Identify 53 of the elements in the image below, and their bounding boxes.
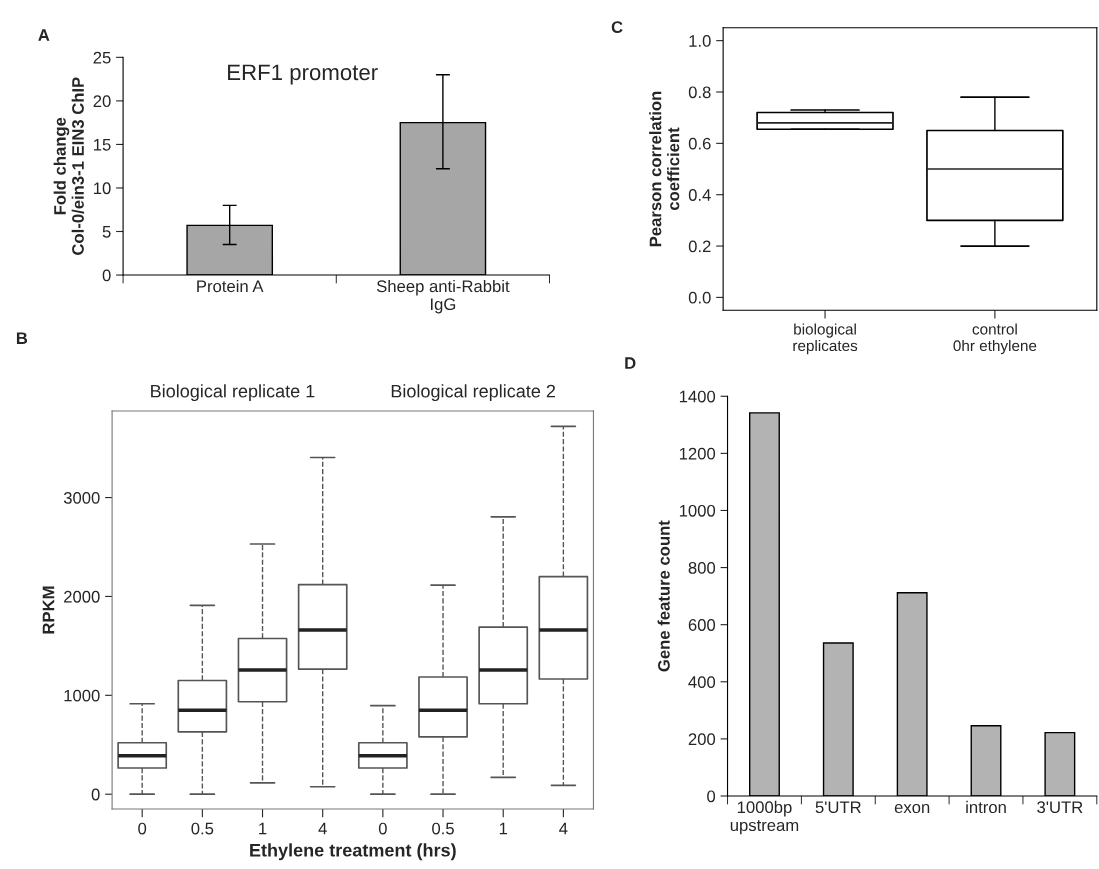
y-axis-title: Fold change Col-0/ein3-1 EIN3 ChIP [53,77,85,255]
x-tick-label: 1 [259,822,267,835]
x-tick-label: intron [966,800,1006,814]
y-tick-label: 3000 [63,491,100,504]
x-tick-label: 3'UTR [1037,801,1083,814]
x-tick-label: 0 [378,822,387,835]
y-tick-label: 1.0 [689,35,711,47]
text: A [38,29,50,41]
y-tick-label: 5 [102,226,111,238]
y-tick-label: 600 [688,619,716,631]
y-tick-label: 0.0 [688,291,711,304]
x-tick-label: Sheep anti-Rabbit IgG [376,279,510,314]
y-axis-title: Pearson correlation coefficient [649,91,680,247]
y-tick-label: 0.8 [688,86,711,99]
y-tick-label: 1000 [64,689,100,702]
text: B [16,332,28,344]
x-tick-label: 0 [138,822,147,835]
x-axis-title: Ethylene treatment (hrs) [250,843,456,861]
x-tick-label: control 0hr ethylene [953,323,1037,355]
y-tick-label: 10 [94,182,111,195]
text: D [625,357,636,369]
y-tick-label: 200 [688,733,716,746]
x-tick-label: Protein A [197,279,264,293]
x-tick-label: 0.5 [191,822,214,835]
x-tick-label: 4 [318,822,327,835]
y-tick-label: 1000 [679,504,716,517]
x-tick-label: 5'UTR [815,801,861,814]
y-tick-label: 15 [94,139,111,151]
y-tick-label: 20 [93,95,111,108]
x-tick-label: biological replicates [793,323,858,355]
chart-title: ERF1 promoter [228,64,378,85]
text: Biological replicate 2 [391,384,556,402]
y-tick-label: 0.6 [688,137,711,150]
y-axis-title: Gene feature count [657,520,670,672]
y-tick-label: 25 [93,51,111,64]
x-tick-label: 1000bp upstream [730,800,799,835]
y-tick-label: 0 [102,269,111,282]
y-tick-label: 1400 [679,390,716,403]
y-tick-label: 0 [91,788,100,801]
y-tick-label: 800 [688,561,716,574]
y-axis-title: RPKM [42,586,55,634]
text: Biological replicate 1 [151,384,315,402]
y-tick-label: 0.2 [688,240,711,253]
text: C [611,21,623,33]
y-tick-label: 2000 [64,590,100,603]
y-tick-label: 1200 [679,447,716,460]
y-tick-label: 400 [688,676,716,688]
y-tick-label: 0.4 [688,189,711,201]
y-tick-label: 0 [707,790,716,803]
x-tick-label: 0.5 [432,822,454,835]
x-tick-label: exon [894,803,930,814]
x-tick-label: 1 [499,822,508,835]
x-tick-label: 4 [559,822,568,835]
